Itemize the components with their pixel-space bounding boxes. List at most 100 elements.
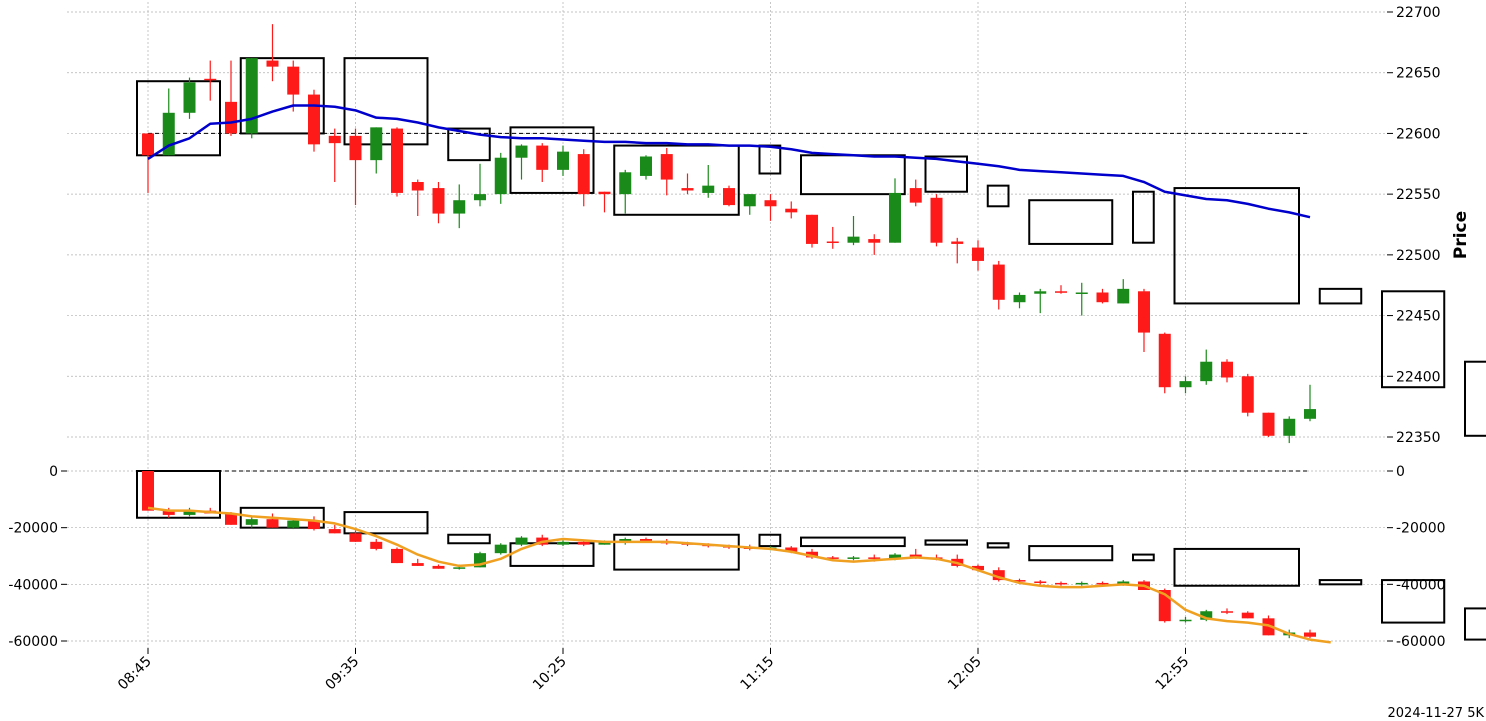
candle-body (1262, 618, 1275, 636)
range-box (800, 154, 906, 196)
candle-body (681, 188, 694, 191)
candle-body (1221, 361, 1233, 378)
candle-body (308, 94, 320, 145)
candle-body (245, 58, 258, 134)
candle-body (702, 185, 715, 193)
candle-body (1034, 581, 1047, 583)
candle-body (183, 82, 196, 113)
range-box (1381, 290, 1446, 389)
candle-body (909, 554, 922, 558)
candle-body (868, 239, 881, 243)
candle-body (557, 151, 569, 170)
y-tick-label: 22500 (1396, 248, 1441, 264)
candle-body (432, 188, 445, 214)
range-box (1381, 579, 1446, 624)
x-tick-label: 11:15 (737, 654, 777, 694)
y-tick-label-left: -60000 (8, 634, 58, 650)
candle-body (909, 188, 922, 203)
y-tick-label: 22550 (1396, 187, 1441, 203)
range-box (924, 539, 968, 546)
candle-body (1075, 582, 1088, 585)
y-tick-label: 22350 (1396, 430, 1441, 446)
range-box (239, 57, 325, 135)
range-box (1173, 547, 1300, 587)
candle-body (515, 145, 528, 158)
candle-body (391, 128, 403, 193)
candle-body (992, 570, 1005, 581)
candle-body (889, 554, 901, 559)
candle-body (1138, 291, 1150, 333)
candle-body (453, 567, 466, 569)
range-box (1028, 545, 1114, 562)
range-box (1464, 607, 1486, 641)
moving-averages (147, 104, 1331, 644)
flow-ma-line (147, 506, 1331, 644)
candle-body (1055, 291, 1067, 293)
candle-body (1034, 291, 1047, 294)
candle-body (391, 548, 403, 564)
range-box (924, 155, 968, 193)
candle-body (640, 156, 652, 176)
range-box (239, 506, 325, 529)
y-tick-label: 22450 (1396, 309, 1441, 325)
y-tick-label-left: -40000 (8, 577, 58, 593)
candle-body (432, 565, 445, 569)
reference-lines (148, 132, 1310, 472)
axes: 22350 22400 22450 22500 22550 22600 22650 22700… (8, 5, 1445, 693)
candle-body (266, 519, 279, 528)
candle-body (162, 510, 175, 515)
x-tick-label: 09:35 (322, 654, 362, 694)
range-box (1132, 553, 1155, 562)
candle-body (204, 78, 217, 81)
candle-body (972, 565, 984, 571)
candle-body (225, 101, 237, 134)
y-tick-label: 22400 (1396, 369, 1441, 385)
candle-body (1304, 632, 1316, 637)
candle-body (515, 537, 528, 545)
grid (67, 2, 1387, 648)
range-box (1132, 190, 1155, 244)
y-tick-label: -60000 (1396, 634, 1446, 650)
range-box (447, 533, 491, 545)
range-box (613, 144, 740, 216)
range-boxes (136, 57, 1486, 641)
x-tick-label: 08:45 (115, 654, 155, 694)
candle-body (1117, 288, 1130, 304)
candle-body (308, 520, 320, 530)
x-tick-label: 12:05 (945, 654, 985, 694)
candle-body (287, 520, 300, 528)
y-tick-label: 0 (1396, 464, 1405, 480)
y-tick-label: 22650 (1396, 66, 1441, 82)
y-tick-label: 22700 (1396, 5, 1441, 21)
candles (142, 24, 1316, 639)
candle-body (287, 66, 300, 95)
candle-body (1013, 580, 1026, 582)
candle-body (370, 127, 383, 161)
range-box (447, 127, 491, 162)
candle-body (847, 236, 860, 243)
range-box (613, 533, 740, 571)
candle-body (245, 519, 258, 525)
range-box (136, 80, 221, 157)
range-box (1173, 187, 1300, 305)
candle-body (266, 60, 279, 67)
candle-body (1304, 409, 1316, 419)
candle-body (785, 208, 798, 213)
candle-body (660, 154, 673, 180)
candle-body (494, 157, 507, 195)
candle-body (1241, 376, 1254, 413)
range-box (1028, 199, 1114, 245)
x-tick-label: 12:55 (1152, 654, 1192, 694)
candle-body (1179, 619, 1192, 622)
x-tick-label: 10:25 (530, 654, 570, 694)
price-ma-line (147, 104, 1311, 219)
candle-body (1013, 294, 1026, 303)
candle-body (1075, 292, 1088, 294)
candle-body (142, 133, 154, 156)
candle-body (806, 551, 818, 558)
range-box (986, 542, 1010, 549)
range-box (343, 511, 429, 535)
candle-body (474, 194, 486, 201)
candle-body (577, 154, 590, 195)
candle-body (743, 194, 756, 207)
